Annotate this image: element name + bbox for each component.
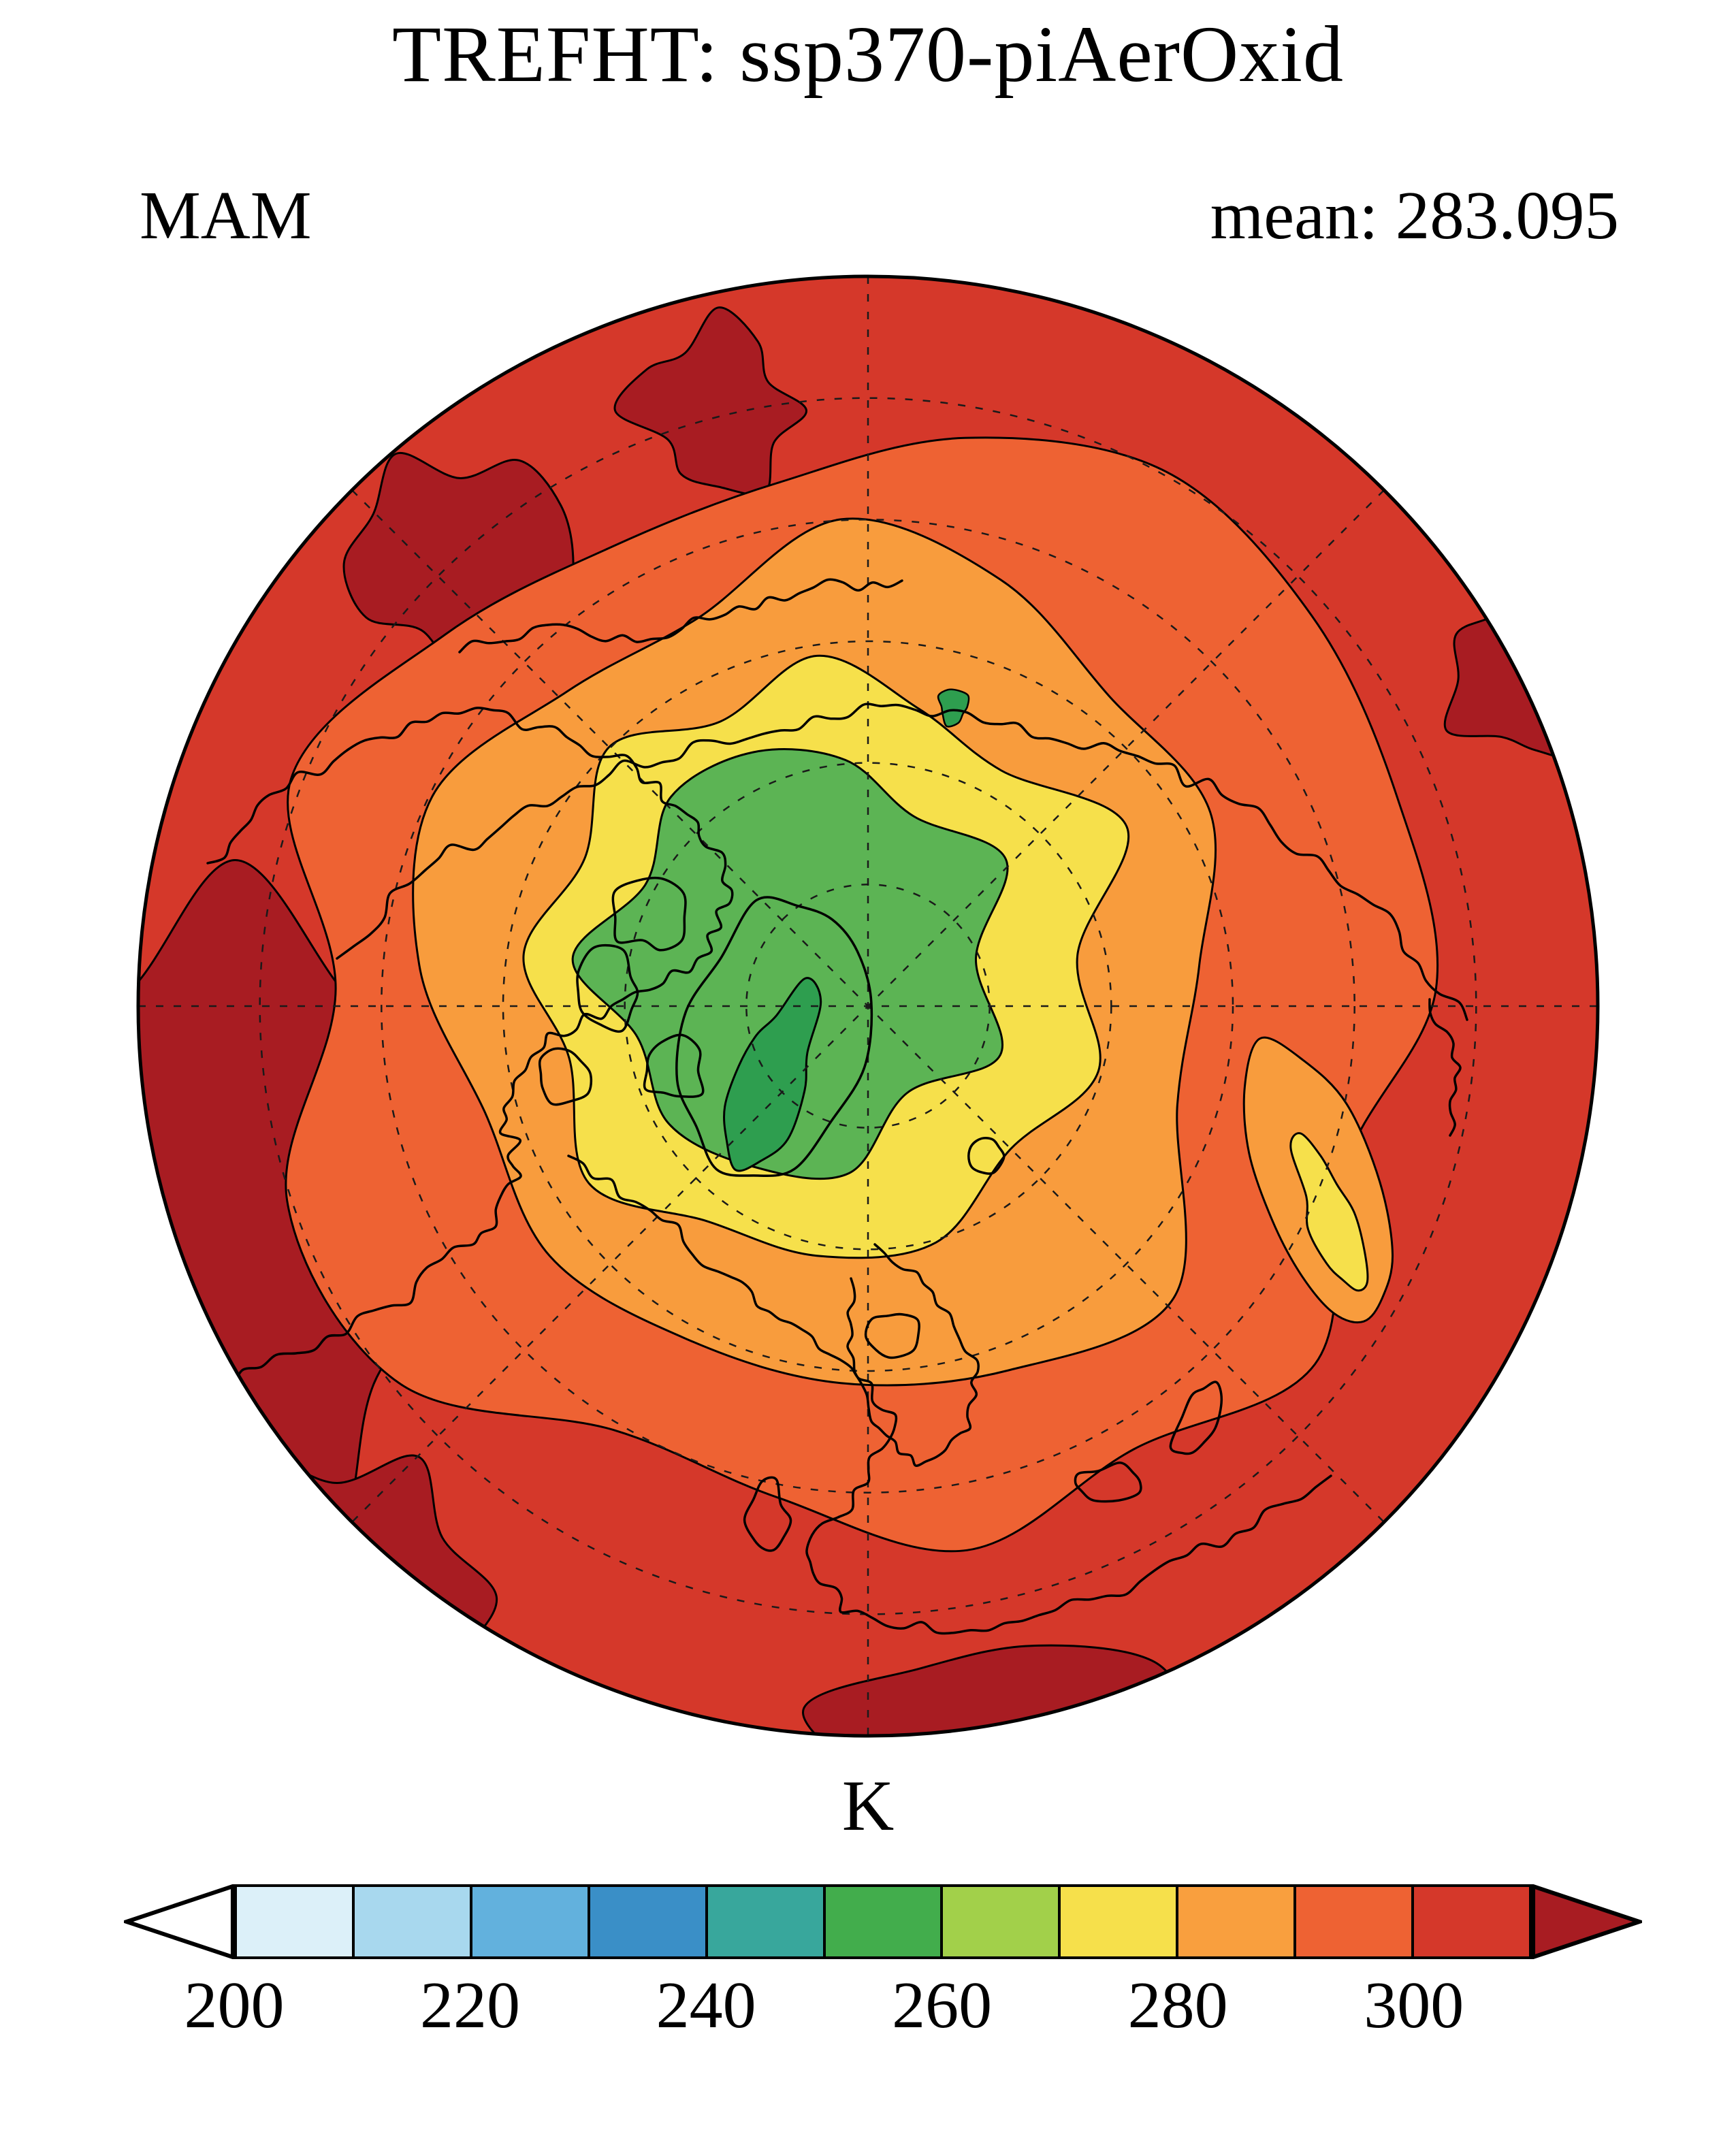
colorbar-cell xyxy=(1061,1887,1179,1956)
coastline-island xyxy=(611,876,687,952)
colorbar-over-arrow xyxy=(1532,1884,1642,1959)
coastline xyxy=(567,1155,1332,1635)
coastline xyxy=(1428,998,1462,1137)
colorbar-cell xyxy=(590,1887,708,1956)
contour-band-green-speck xyxy=(937,688,970,728)
colorbar-cell xyxy=(825,1887,944,1956)
coastline-island xyxy=(675,896,873,1178)
graticule-latitude-circle xyxy=(502,640,1234,1372)
contour-band-dark-green-greenland xyxy=(723,977,822,1172)
graticule-latitude-circle xyxy=(259,397,1477,1615)
colorbar-cell xyxy=(943,1887,1061,1956)
colorbar-cell xyxy=(354,1887,472,1956)
colorbar-cell xyxy=(237,1887,355,1956)
coastline-island xyxy=(576,943,639,1033)
coastline-island xyxy=(538,1047,593,1106)
colorbar: 200 220 240 260 280 300 xyxy=(124,1884,1642,2042)
polar-map xyxy=(136,274,1600,1738)
season-label: MAM xyxy=(140,177,312,253)
contour-band-green xyxy=(571,748,1009,1180)
coastline-island xyxy=(743,1476,792,1552)
mean-label: mean: 283.095 xyxy=(1210,177,1619,253)
under-arrow-shape xyxy=(124,1884,234,1959)
colorbar-units-label: K xyxy=(841,1766,895,1845)
colorbar-under-arrow xyxy=(124,1884,234,1959)
colorbar-tick-label: 280 xyxy=(1127,1969,1228,2042)
graticule-latitude-circle xyxy=(624,762,1112,1250)
coastline-island xyxy=(967,1137,1006,1175)
graticule-meridian-line xyxy=(351,489,1385,1523)
colorbar-cell xyxy=(1414,1887,1529,1956)
coastline xyxy=(336,703,1468,1021)
map-boundary-circle xyxy=(136,274,1600,1738)
over-arrow-shape xyxy=(1532,1884,1642,1959)
coastline-island xyxy=(1169,1381,1223,1455)
colorbar-tick-label: 240 xyxy=(656,1969,756,2042)
contour-band-yellow-crescent-right xyxy=(1289,1132,1369,1292)
colorbar-ticks: 200 220 240 260 280 300 xyxy=(184,1967,1532,2049)
colorbar-cell xyxy=(1296,1887,1415,1956)
colorbar-tick-label: 300 xyxy=(1364,1969,1464,2042)
colorbar-cells xyxy=(234,1884,1532,1959)
colorbar-cell xyxy=(1178,1887,1297,1956)
colorbar-cell xyxy=(707,1887,826,1956)
colorbar-tick-label: 220 xyxy=(420,1969,521,2042)
coastline-island xyxy=(864,1312,920,1359)
coastline-island xyxy=(643,1033,705,1098)
coastline xyxy=(458,578,903,653)
coastline xyxy=(846,1243,980,1467)
colorbar-cell xyxy=(472,1887,590,1956)
colorbar-tick-label: 200 xyxy=(184,1969,285,2042)
coastline-island xyxy=(1074,1462,1142,1503)
colorbar-tick-label: 260 xyxy=(892,1969,993,2042)
figure-title: TREFHT: ssp370-piAerOxid xyxy=(392,10,1344,99)
graticule-latitude-circle xyxy=(381,519,1355,1494)
graticule xyxy=(138,276,1598,1736)
coastlines xyxy=(193,578,1468,1635)
coastline xyxy=(193,707,734,1402)
